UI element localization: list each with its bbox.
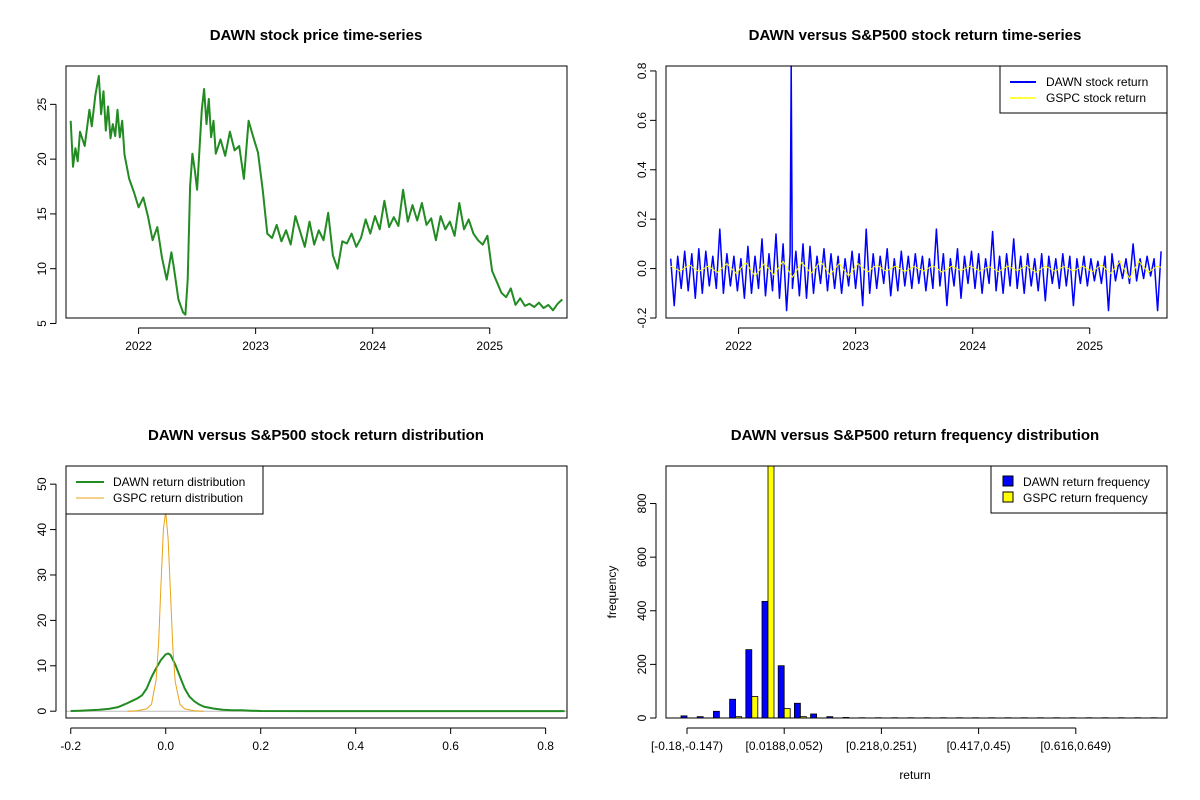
legend-gspc-dist-label: GSPC return distribution [113, 491, 243, 505]
price-y-tick-label: 5 [35, 320, 49, 327]
histogram-y-tick-label: 600 [635, 547, 649, 567]
legend-dawn-dist-label: DAWN return distribution [113, 475, 245, 489]
histogram-x-tick-label: [-0.18,-0.147) [651, 739, 723, 753]
gspc-density-line [127, 510, 204, 712]
legend-dawn-freq-label: DAWN return frequency [1023, 475, 1150, 489]
histogram-plot-frame [665, 465, 1168, 719]
legend-gspc-freq-swatch [1002, 491, 1014, 503]
histogram-x-tick-label: [0.0188,0.052) [745, 739, 822, 753]
density-x-tick-label: 0.2 [252, 739, 269, 753]
histogram-y-tick-label: 400 [635, 600, 649, 620]
dawn-density-line [70, 652, 565, 713]
dawn-freq-bar-b8 [794, 702, 801, 719]
density-x-tick-label: -0.2 [60, 739, 81, 753]
returns-y-tick-label: 0.0 [635, 260, 649, 277]
returns-x-tick-label: 2024 [959, 339, 986, 353]
returns-y-tick-label: 0.6 [635, 112, 649, 129]
gspc-freq-bar-b6 [767, 465, 775, 719]
price-x-tick-label: 2024 [359, 339, 386, 353]
price-x-tick-label: 2022 [125, 339, 152, 353]
price-x-tick-label: 2023 [242, 339, 269, 353]
gspc-freq-bar-b5 [751, 696, 759, 719]
returns-y-tick-label: 0.8 [635, 62, 649, 79]
histogram-y-axis-label: frequency [605, 566, 619, 619]
gspc-return-line [670, 260, 1162, 279]
histogram-x-axis-label: return [899, 768, 930, 782]
legend-gspc-return-label: GSPC stock return [1046, 91, 1146, 105]
dawn-freq-bar-b3 [713, 710, 720, 719]
returns-legend: DAWN stock return GSPC stock return [999, 65, 1168, 114]
histogram-y-tick-label: 200 [635, 654, 649, 674]
returns-plot-frame [665, 65, 1168, 319]
density-legend: DAWN return distribution GSPC return dis… [65, 465, 264, 515]
price-y-tick-label: 15 [35, 207, 49, 221]
density-y-tick-label: 0 [35, 708, 49, 715]
dawn-price-line [69, 74, 563, 316]
price-panel: DAWN stock price time-series 2022 2023 202… [35, 27, 568, 353]
returns-x-tick-label: 2025 [1076, 339, 1103, 353]
density-y-tick-label: 50 [35, 477, 49, 491]
density-x-tick-label: 0.0 [157, 739, 174, 753]
price-chart-title: DAWN stock price time-series [210, 27, 423, 44]
dawn-freq-bar-b5 [745, 649, 753, 719]
dawn-freq-bar-b9 [810, 713, 817, 719]
density-x-tick-label: 0.6 [442, 739, 459, 753]
returns-y-tick-label: -0.2 [635, 307, 649, 328]
returns-panel: DAWN versus S&P500 stock return time-ser… [635, 27, 1168, 353]
returns-legend-box [999, 65, 1168, 114]
legend-gspc-freq-label: GSPC return frequency [1023, 491, 1148, 505]
histogram-x-tick-label: [0.218,0.251) [846, 739, 917, 753]
histogram-x-tick-label: [0.417,0.45) [947, 739, 1011, 753]
returns-x-tick-label: 2022 [725, 339, 752, 353]
density-y-tick-label: 10 [35, 659, 49, 673]
price-x-tick-label: 2025 [476, 339, 503, 353]
density-x-tick-label: 0.4 [347, 739, 364, 753]
density-y-tick-label: 30 [35, 568, 49, 582]
histogram-legend-box [990, 465, 1168, 514]
density-y-tick-label: 40 [35, 523, 49, 537]
returns-chart-title: DAWN versus S&P500 stock return time-ser… [749, 27, 1082, 44]
returns-y-tick-label: 0.4 [635, 161, 649, 178]
density-panel: DAWN versus S&P500 stock return distribu… [35, 427, 568, 753]
price-y-tick-label: 25 [35, 97, 49, 111]
dawn-freq-bar-b6 [761, 600, 769, 719]
gspc-freq-bar-b7 [783, 708, 791, 719]
histogram-panel: DAWN versus S&P500 return frequency dist… [605, 427, 1168, 782]
histogram-y-tick-label: 800 [635, 493, 649, 513]
legend-dawn-freq-swatch [1002, 475, 1014, 487]
dawn-return-line [669, 65, 1162, 312]
density-plot-frame [65, 465, 568, 719]
density-y-tick-label: 20 [35, 613, 49, 627]
density-legend-box [65, 465, 264, 515]
dawn-freq-bar-b4 [729, 698, 736, 719]
legend-dawn-return-label: DAWN stock return [1046, 75, 1148, 89]
density-chart-title: DAWN versus S&P500 stock return distribu… [148, 427, 484, 444]
returns-y-tick-label: 0.2 [635, 211, 649, 228]
histogram-chart-title: DAWN versus S&P500 return frequency dist… [731, 427, 1099, 444]
price-plot-frame [65, 65, 568, 319]
histogram-x-tick-label: [0.616,0.649) [1040, 739, 1111, 753]
dawn-freq-bar-b7 [777, 665, 785, 719]
histogram-legend: DAWN return frequency GSPC return freque… [990, 465, 1168, 514]
price-y-tick-label: 20 [35, 152, 49, 166]
density-x-tick-label: 0.8 [537, 739, 554, 753]
price-y-tick-label: 10 [35, 262, 49, 276]
histogram-y-tick-label: 0 [635, 714, 649, 721]
returns-x-tick-label: 2023 [842, 339, 869, 353]
